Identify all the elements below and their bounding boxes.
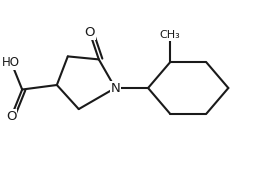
Text: HO: HO	[2, 56, 20, 69]
Text: O: O	[6, 110, 17, 123]
Text: CH₃: CH₃	[160, 30, 180, 40]
Text: N: N	[110, 81, 120, 95]
Text: O: O	[85, 26, 95, 39]
